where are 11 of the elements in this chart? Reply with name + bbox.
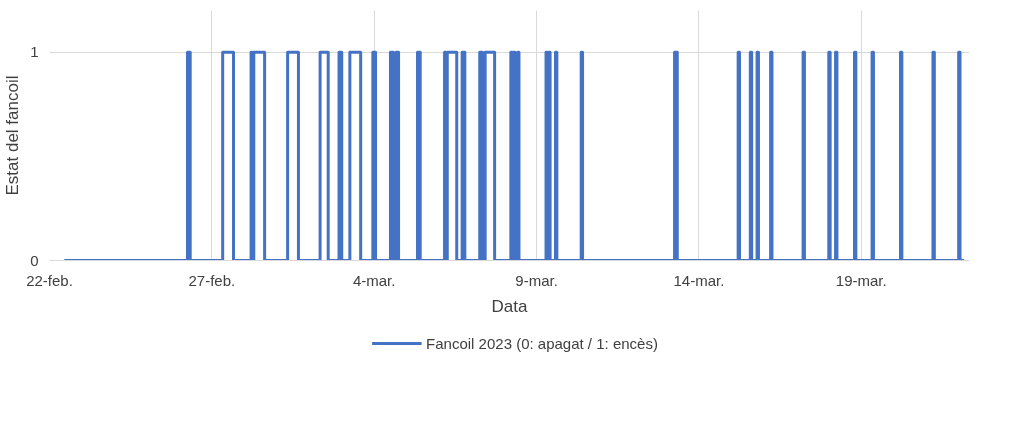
x-tick-label: 14-mar. xyxy=(673,271,725,289)
x-tick-label: 22-feb. xyxy=(26,271,73,289)
legend-label: Fancoil 2023 (0: apagat / 1: encès) xyxy=(426,334,658,352)
y-tick-label: 0 xyxy=(30,251,39,269)
y-axis-title: Estat del fancoil xyxy=(3,75,23,196)
x-tick-label: 4-mar. xyxy=(352,271,396,289)
x-axis-title: Data xyxy=(491,296,528,316)
y-tick-label: 1 xyxy=(30,43,39,61)
x-tick-label: 19-mar. xyxy=(835,271,887,289)
x-tick-label: 27-feb. xyxy=(188,271,236,289)
x-tick-label: 9-mar. xyxy=(515,271,558,289)
